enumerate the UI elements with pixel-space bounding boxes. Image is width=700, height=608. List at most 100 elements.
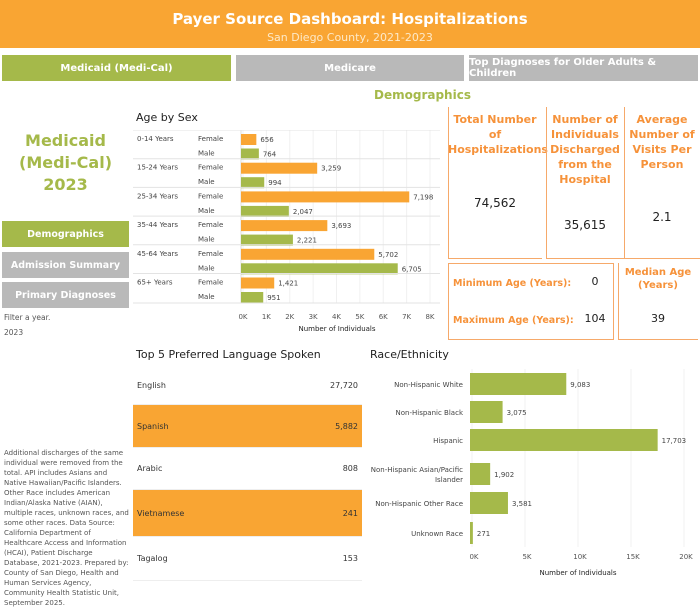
- age-sex-chart: 0K 1K 2K 3K 4K 5K 6K 7K 8K 0-14 Years Female 656 Mal…: [133, 130, 440, 333]
- category-label: Non-Hispanic Asian/Pacific: [371, 466, 463, 474]
- language-row: Vietnamese 241: [133, 490, 362, 537]
- dashboard-title: Payer Source Dashboard: Hospitalizations: [172, 10, 528, 28]
- male-bar: [241, 292, 264, 303]
- language-label: Spanish: [137, 421, 169, 431]
- bar-value-label: 951: [267, 294, 280, 302]
- female-bar: [241, 277, 275, 289]
- language-value: 27,720: [330, 381, 358, 390]
- language-row: Arabic 808: [133, 448, 362, 490]
- payer-title: Medicaid (Medi-Cal) 2023: [2, 130, 129, 196]
- age-group-label: 25-34 Years: [137, 192, 178, 200]
- race-chart: 0K 5K 10K 15K 20K Non-Hispanic White 9,083 Non-…: [371, 369, 693, 577]
- individuals-value: 35,615: [564, 218, 606, 232]
- bar-value-label: 656: [260, 136, 274, 144]
- language-label: Tagalog: [137, 554, 168, 563]
- dashboard-subtitle: San Diego County, 2021-2023: [267, 31, 433, 44]
- female-bar: [241, 162, 318, 174]
- median-age-value: 39: [651, 312, 665, 325]
- male-bar: [241, 205, 289, 217]
- age-sex-title: Age by Sex: [136, 111, 198, 124]
- female-bar: [241, 134, 257, 145]
- avg-visits-value: 2.1: [652, 210, 672, 224]
- male-bar: [241, 234, 293, 246]
- primary-diagnoses-button[interactable]: Primary Diagnoses: [2, 282, 129, 308]
- bar-value-label: 17,703: [662, 437, 687, 445]
- x-tick-label: 8K: [425, 313, 434, 321]
- bar-value-label: 9,083: [570, 381, 590, 389]
- max-age-label: Maximum Age (Years):: [453, 315, 574, 326]
- sex-label: Male: [198, 178, 215, 186]
- category-label: Non-Hispanic Black: [396, 409, 464, 417]
- language-value: 5,882: [335, 421, 358, 431]
- bar-value-label: 3,581: [512, 500, 532, 508]
- race-bar: [470, 401, 503, 423]
- female-bar: [241, 191, 410, 203]
- race-bar: [470, 463, 491, 485]
- bar-value-label: 3,075: [507, 409, 527, 417]
- tab-medicare[interactable]: Medicare: [236, 55, 464, 81]
- bar-value-label: 3,259: [321, 165, 341, 173]
- bar-value-label: 3,693: [331, 222, 351, 230]
- race-bar: [470, 522, 473, 544]
- category-label: Islander: [435, 476, 463, 484]
- sex-label: Male: [198, 236, 215, 244]
- sex-label: Female: [198, 279, 223, 287]
- sex-label: Female: [198, 192, 223, 200]
- total-hospitalizations-label: Total Number of Hospitalizations: [448, 113, 548, 156]
- sex-label: Female: [198, 221, 223, 229]
- min-age-value: 0: [591, 275, 599, 288]
- sex-label: Female: [198, 135, 223, 143]
- x-tick-label: 6K: [379, 313, 388, 321]
- male-bar: [241, 148, 259, 160]
- x-axis-title: Number of Individuals: [539, 569, 616, 577]
- x-tick-label: 7K: [402, 313, 411, 321]
- sex-label: Male: [198, 150, 215, 158]
- language-label: English: [137, 381, 166, 390]
- filter-label: Filter a year.: [4, 313, 51, 322]
- sex-label: Male: [198, 293, 215, 301]
- admission-summary-button[interactable]: Admission Summary: [2, 252, 129, 278]
- race-bar: [470, 492, 508, 514]
- individuals-label: Number of Individuals Discharged from th…: [550, 113, 620, 186]
- x-tick-label: 1K: [262, 313, 271, 321]
- x-tick-label: 10K: [573, 553, 587, 561]
- bar-value-label: 1,902: [494, 471, 514, 479]
- age-group-label: 45-64 Years: [137, 250, 178, 258]
- min-age-label: Minimum Age (Years):: [453, 278, 572, 289]
- year-filter[interactable]: 2023: [4, 328, 24, 337]
- bar-value-label: 994: [268, 179, 282, 187]
- sex-label: Female: [198, 164, 223, 172]
- language-row: Spanish 5,882: [133, 405, 362, 448]
- x-tick-label: 4K: [332, 313, 341, 321]
- language-value: 808: [342, 464, 358, 473]
- language-value: 241: [342, 508, 358, 518]
- tab-top-diagnoses[interactable]: Top Diagnoses for Older Adults & Childre…: [469, 55, 698, 81]
- tab-medicaid[interactable]: Medicaid (Medi-Cal): [2, 55, 231, 81]
- x-tick-label: 2K: [285, 313, 294, 321]
- payer-title-line3: 2023: [43, 175, 88, 194]
- age-group-label: 0-14 Years: [137, 135, 174, 143]
- male-bar: [241, 177, 265, 189]
- x-tick-label: 5K: [355, 313, 364, 321]
- category-label: Non-Hispanic Other Race: [375, 500, 463, 508]
- median-age-label: Median Age (Years): [624, 267, 692, 291]
- category-label: Hispanic: [433, 437, 463, 445]
- demographics-button[interactable]: Demographics: [2, 221, 129, 247]
- x-tick-label: 15K: [626, 553, 640, 561]
- x-tick-label: 20K: [679, 553, 693, 561]
- age-group-label: 35-44 Years: [137, 221, 178, 229]
- x-axis-title: Number of Individuals: [298, 325, 375, 333]
- total-hospitalizations-card: [448, 107, 542, 259]
- x-tick-label: 3K: [309, 313, 318, 321]
- avg-visits-card: [624, 107, 700, 259]
- bar-value-label: 271: [477, 530, 490, 538]
- max-age-value: 104: [584, 312, 606, 325]
- female-bar: [241, 220, 328, 232]
- payer-title-line2: (Medi-Cal): [19, 153, 112, 172]
- x-tick-label: 0K: [238, 313, 247, 321]
- bar-value-label: 5,702: [378, 251, 398, 259]
- bar-value-label: 7,198: [413, 193, 433, 201]
- sex-label: Female: [198, 250, 223, 258]
- sex-label: Male: [198, 207, 215, 215]
- age-group-label: 15-24 Years: [137, 164, 178, 172]
